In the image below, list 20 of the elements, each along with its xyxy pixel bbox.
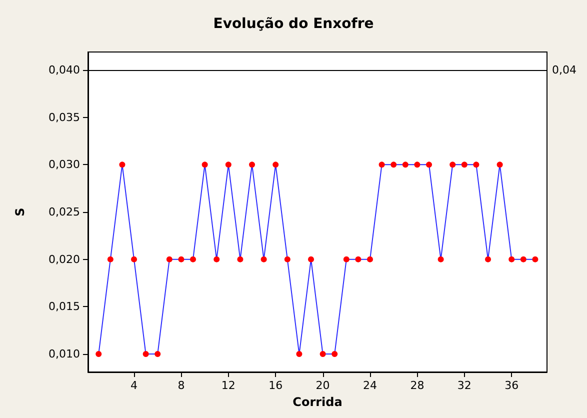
x-axis-title: Corrida [292, 395, 342, 409]
x-tick-label: 12 [221, 379, 236, 392]
y-tick-label: 0,020 [48, 252, 80, 266]
x-tick-label: 24 [363, 379, 378, 392]
x-tick-label: 28 [410, 379, 424, 392]
x-tick-label: 32 [457, 379, 472, 392]
y-tick-label: 0,030 [48, 158, 80, 172]
x-tick-label: 8 [178, 379, 185, 392]
ref-line-label: 0,04 [552, 63, 576, 76]
x-tick-label: 16 [268, 379, 283, 392]
y-tick-label: 0,040 [48, 63, 80, 76]
y-axis-title: S [13, 208, 27, 216]
x-tick-label: 20 [316, 379, 330, 392]
x-tick-label: 4 [130, 379, 138, 392]
y-tick-label: 0,010 [48, 348, 80, 361]
y-tick-label: 0,025 [48, 206, 80, 218]
x-tick-label: 36 [504, 379, 519, 392]
y-tick-label: 0,035 [48, 110, 80, 124]
y-tick-label: 0,015 [48, 300, 80, 314]
chart-title: Evolução do Enxofre [213, 16, 374, 32]
